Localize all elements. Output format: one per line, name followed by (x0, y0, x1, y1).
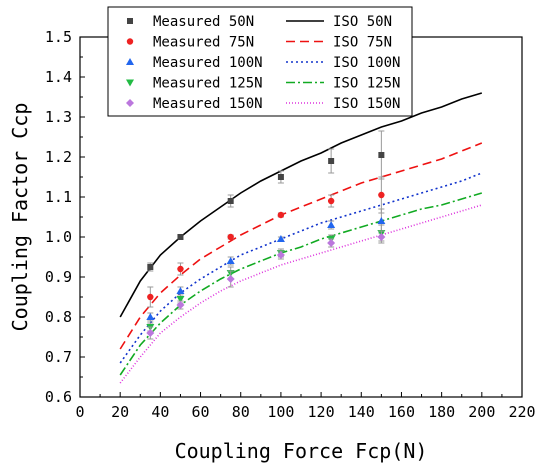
legend-label: ISO 100N (333, 55, 400, 71)
iso-line (119, 172, 483, 364)
legend-label: ISO 75N (333, 35, 392, 51)
y-axis-label: Coupling Factor Ccp (8, 103, 32, 332)
y-tick-label: 0.9 (45, 268, 72, 286)
legend-label: ISO 125N (333, 76, 400, 92)
data-point (147, 293, 154, 301)
data-point (327, 221, 336, 228)
legend-marker (126, 58, 134, 65)
legend-marker (126, 38, 134, 45)
data-point (378, 152, 385, 158)
x-tick-label: 220 (508, 403, 535, 421)
x-tick-label: 80 (232, 403, 250, 421)
data-point (226, 275, 235, 283)
data-point (146, 329, 155, 337)
legend-label: Measured 50N (153, 14, 254, 30)
x-tick-label: 0 (75, 403, 84, 421)
x-tick-label: 140 (348, 403, 375, 421)
data-point (327, 239, 336, 247)
iso-line (119, 204, 483, 384)
data-point (277, 211, 285, 219)
x-tick-label: 60 (192, 403, 210, 421)
data-point (177, 265, 184, 273)
y-tick-label: 1.0 (45, 228, 72, 246)
data-point (276, 251, 285, 259)
data-point (377, 233, 386, 241)
y-tick-label: 1.1 (45, 188, 72, 206)
y-tick-label: 0.7 (45, 348, 72, 366)
data-point (177, 234, 184, 240)
x-tick-label: 40 (151, 403, 169, 421)
x-axis: 0 20 40 60 80 100 120 140 160 180 200 220 (75, 392, 536, 421)
y-tick-label: 1.5 (45, 28, 72, 46)
legend-box (107, 6, 413, 117)
legend-label: ISO 50N (333, 14, 392, 30)
data-point (328, 158, 335, 164)
data-point (227, 198, 234, 204)
legend-marker (127, 18, 133, 24)
data-point (146, 313, 155, 320)
iso-line (119, 192, 483, 376)
legend: Measured 50N Measured 75N Measured 100N Mea… (107, 6, 413, 117)
data-point (327, 197, 335, 205)
iso-line (119, 92, 483, 318)
data-point (227, 233, 234, 241)
x-tick-label: 200 (468, 403, 495, 421)
legend-label: Measured 125N (153, 76, 263, 92)
legend-label: ISO 150N (333, 96, 400, 112)
x-axis-label: Coupling Force Fcp(N) (175, 439, 428, 463)
data-point (378, 191, 385, 199)
x-tick-label: 160 (388, 403, 415, 421)
legend-label: Measured 75N (153, 35, 254, 51)
y-tick-label: 1.3 (45, 108, 72, 126)
data-point (226, 257, 235, 264)
y-axis: 0.6 0.7 0.8 0.9 1.0 1.1 1.2 1.3 1.4 1.5 (45, 28, 85, 406)
x-tick-label: 100 (267, 403, 294, 421)
y-tick-label: 0.8 (45, 308, 72, 326)
legend-marker (126, 99, 134, 107)
measured-points (146, 130, 386, 340)
iso-line (119, 142, 483, 350)
legend-label: Measured 100N (153, 55, 263, 71)
data-point (147, 264, 154, 270)
x-tick-label: 20 (111, 403, 129, 421)
legend-marker (126, 79, 134, 87)
y-tick-label: 1.4 (45, 68, 72, 86)
y-tick-label: 0.6 (45, 388, 72, 406)
y-tick-label: 1.2 (45, 148, 72, 166)
legend-label: Measured 150N (153, 96, 263, 112)
x-tick-label: 120 (308, 403, 335, 421)
data-point (276, 235, 285, 242)
data-point (377, 217, 386, 224)
x-tick-label: 180 (428, 403, 455, 421)
data-point (176, 287, 185, 294)
data-point (277, 174, 284, 180)
data-point (176, 296, 185, 303)
iso-curves (119, 92, 483, 384)
data-point (176, 301, 185, 309)
